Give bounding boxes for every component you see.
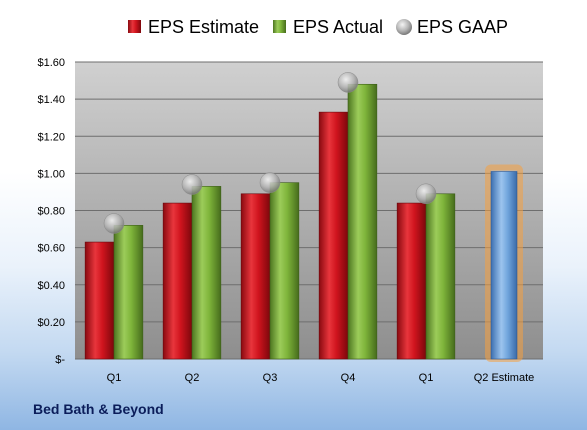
y-tick-label: $1.00 bbox=[37, 168, 65, 180]
y-tick-label: $1.40 bbox=[37, 94, 65, 106]
x-tick-label: Q3 bbox=[263, 372, 278, 384]
legend: EPS Estimate EPS Actual EPS GAAP bbox=[128, 17, 508, 37]
point-eps-gaap bbox=[259, 172, 281, 193]
y-tick-label: $0.60 bbox=[37, 243, 65, 255]
x-tick-label: Q4 bbox=[341, 372, 356, 384]
bar-eps-estimate bbox=[396, 202, 427, 360]
y-tick-label: $- bbox=[55, 354, 65, 366]
point-eps-gaap bbox=[337, 72, 359, 93]
bar-eps-estimate bbox=[84, 241, 115, 360]
bar-eps-actual bbox=[269, 182, 300, 360]
bar-eps-actual bbox=[425, 193, 456, 360]
legend-swatch-eps-estimate bbox=[128, 20, 141, 33]
x-tick-label: Q1 bbox=[107, 372, 122, 384]
x-tick-label: Q2 Estimate bbox=[474, 372, 535, 384]
legend-label: EPS Estimate bbox=[148, 17, 259, 37]
bar-eps-actual bbox=[113, 225, 144, 360]
company-name: Bed Bath & Beyond bbox=[33, 401, 164, 417]
bar-eps-estimate bbox=[318, 111, 349, 360]
bar-q2-estimate bbox=[490, 171, 518, 360]
point-eps-gaap bbox=[181, 174, 203, 195]
bar-eps-actual bbox=[347, 83, 378, 360]
point-eps-gaap bbox=[103, 213, 125, 234]
y-tick-label: $1.60 bbox=[37, 57, 65, 69]
legend-swatch-eps-actual bbox=[273, 20, 286, 33]
legend-label: EPS Actual bbox=[293, 17, 383, 37]
y-tick-label: $0.40 bbox=[37, 280, 65, 292]
x-tick-label: Q2 bbox=[185, 372, 200, 384]
x-tick-label: Q1 bbox=[419, 372, 434, 384]
y-tick-label: $0.80 bbox=[37, 206, 65, 218]
y-tick-label: $1.20 bbox=[37, 131, 65, 143]
legend-swatch-eps-gaap bbox=[396, 19, 412, 35]
bar-eps-estimate bbox=[240, 193, 271, 360]
legend-label: EPS GAAP bbox=[417, 17, 508, 37]
point-eps-gaap bbox=[415, 183, 437, 205]
bar-eps-estimate bbox=[162, 202, 193, 360]
y-tick-label: $0.20 bbox=[37, 317, 65, 329]
bar-eps-actual bbox=[191, 186, 222, 360]
